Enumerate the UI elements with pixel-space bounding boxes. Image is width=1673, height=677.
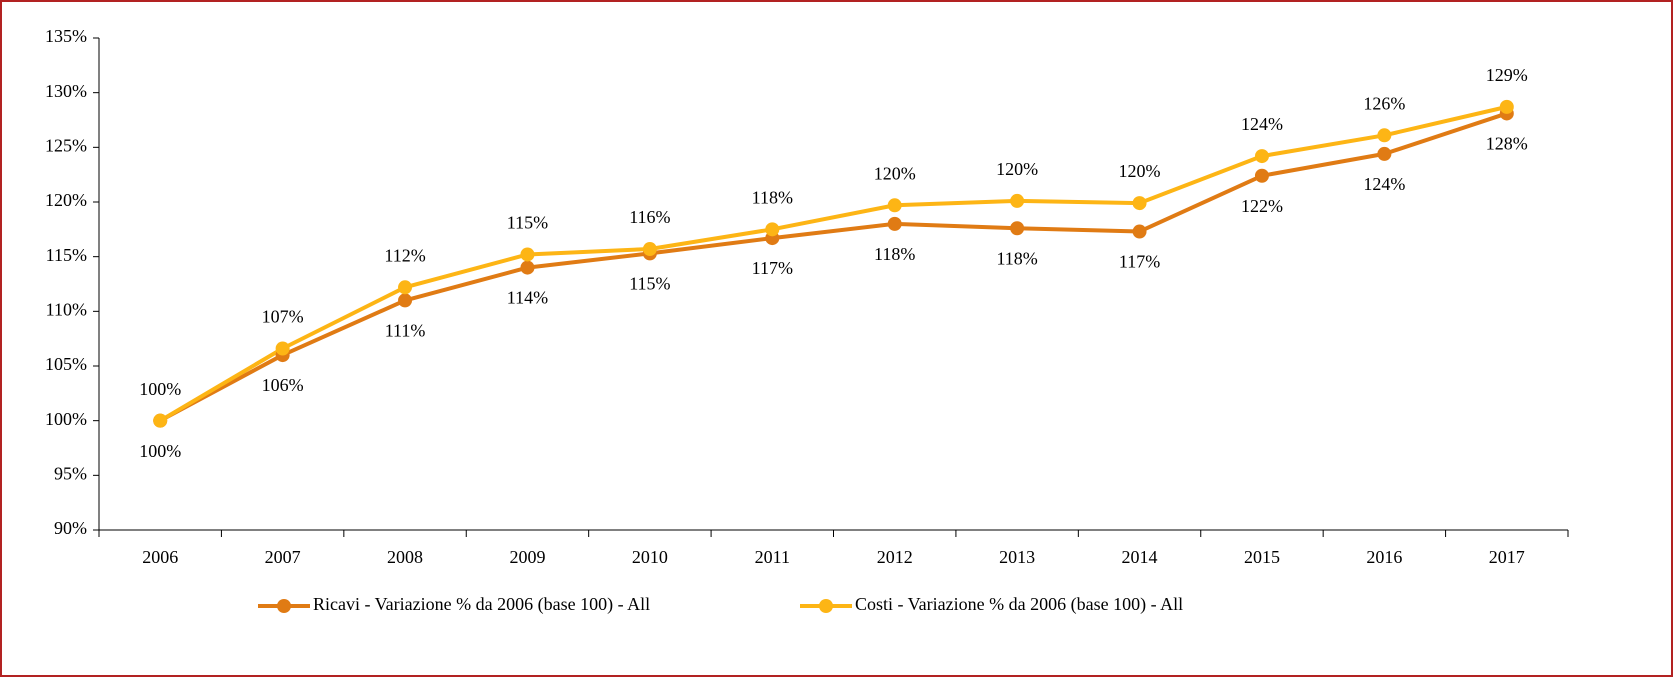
- data-point: [1377, 128, 1392, 143]
- data-label: 124%: [1363, 174, 1405, 194]
- data-point: [1254, 168, 1269, 183]
- data-point: [1010, 221, 1025, 236]
- data-point: [1132, 224, 1147, 239]
- data-label: 120%: [874, 163, 916, 183]
- data-label: 118%: [752, 187, 793, 207]
- x-tick-label: 2014: [1122, 547, 1158, 567]
- data-label: 107%: [262, 307, 304, 327]
- data-point: [153, 413, 168, 428]
- data-label: 100%: [139, 441, 181, 461]
- data-point: [520, 247, 535, 262]
- x-tick-label: 2016: [1366, 547, 1402, 567]
- series-line: [159, 111, 1508, 423]
- y-tick-label: 95%: [54, 463, 87, 483]
- data-point: [520, 260, 535, 275]
- legend-label: Ricavi - Variazione % da 2006 (base 100)…: [313, 594, 650, 615]
- data-label: 117%: [752, 258, 793, 278]
- data-point: [1010, 193, 1025, 208]
- y-tick-label: 110%: [46, 299, 87, 319]
- y-tick-label: 135%: [45, 26, 87, 46]
- series-line: [159, 104, 1508, 423]
- data-point: [887, 198, 902, 213]
- data-label: 120%: [1119, 161, 1161, 181]
- data-label: 111%: [385, 321, 426, 341]
- x-tick-label: 2010: [632, 547, 668, 567]
- x-tick-label: 2012: [877, 547, 913, 567]
- data-label: 114%: [507, 288, 548, 308]
- y-tick-label: 120%: [45, 190, 87, 210]
- data-label: 129%: [1486, 65, 1528, 85]
- data-label: 126%: [1363, 93, 1405, 113]
- data-label: 100%: [139, 379, 181, 399]
- x-tick-label: 2011: [755, 547, 790, 567]
- x-tick-label: 2007: [265, 547, 301, 567]
- x-tick-label: 2008: [387, 547, 423, 567]
- data-label: 124%: [1241, 114, 1283, 134]
- x-tick-label: 2017: [1489, 547, 1525, 567]
- data-point: [765, 222, 780, 237]
- data-label: 117%: [1119, 252, 1160, 272]
- data-label: 118%: [874, 244, 915, 264]
- data-label: 115%: [629, 274, 670, 294]
- data-label: 106%: [262, 375, 304, 395]
- y-tick-label: 90%: [54, 518, 87, 538]
- data-point: [1132, 196, 1147, 211]
- x-tick-label: 2015: [1244, 547, 1280, 567]
- data-point: [642, 242, 657, 257]
- x-tick-label: 2006: [142, 547, 178, 567]
- data-label: 118%: [996, 248, 1037, 268]
- y-tick-label: 125%: [45, 135, 87, 155]
- data-label: 120%: [996, 159, 1038, 179]
- y-tick-label: 130%: [45, 81, 87, 101]
- y-tick-label: 115%: [46, 245, 87, 265]
- legend-marker: [277, 599, 291, 613]
- data-label: 112%: [384, 245, 425, 265]
- data-label: 122%: [1241, 196, 1283, 216]
- data-point: [1377, 146, 1392, 161]
- data-point: [1254, 149, 1269, 164]
- data-point: [1499, 99, 1514, 114]
- legend-marker: [819, 599, 833, 613]
- x-tick-label: 2013: [999, 547, 1035, 567]
- data-label: 115%: [507, 213, 548, 233]
- x-tick-label: 2009: [509, 547, 545, 567]
- data-point: [275, 341, 290, 356]
- legend-label: Costi - Variazione % da 2006 (base 100) …: [855, 594, 1183, 615]
- y-tick-label: 100%: [45, 409, 87, 429]
- data-point: [887, 216, 902, 231]
- data-point: [398, 293, 413, 308]
- data-label: 116%: [629, 207, 670, 227]
- data-point: [398, 280, 413, 295]
- y-tick-label: 105%: [45, 354, 87, 374]
- data-label: 128%: [1486, 134, 1528, 154]
